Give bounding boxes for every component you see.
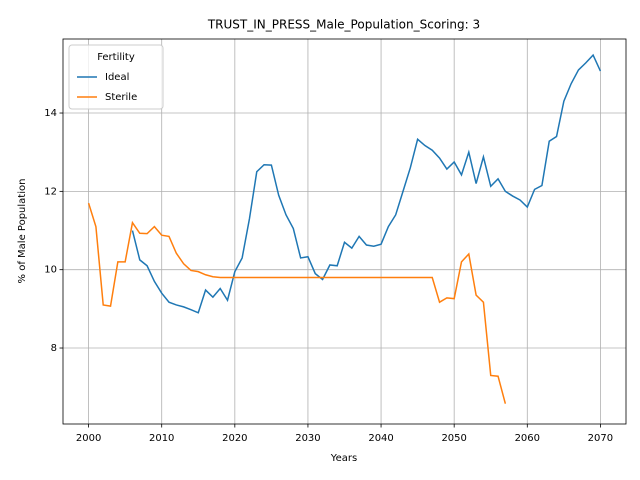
line — [131, 53, 602, 314]
y-tick-label: 12 — [44, 186, 57, 197]
x-tick-label: 2070 — [588, 433, 613, 444]
y-axis-label: % of Male Population — [17, 179, 28, 284]
legend-label: Ideal — [105, 72, 129, 83]
x-tick-label: 2000 — [76, 433, 101, 444]
x-axis-label: Years — [330, 453, 357, 464]
legend-box — [68, 44, 164, 110]
x-tick-label: 2010 — [149, 433, 174, 444]
x-tick-label: 2060 — [515, 433, 540, 444]
y-tick-label: 8 — [51, 343, 57, 354]
legend-title: Fertility — [97, 52, 135, 63]
chart-title: TRUST_IN_PRESS_Male_Population_Scoring: … — [207, 18, 480, 32]
x-tick-label: 2050 — [441, 433, 466, 444]
x-tick-label: 2040 — [368, 433, 393, 444]
x-tick-label: 2030 — [295, 433, 320, 444]
plot-frame — [62, 38, 627, 425]
y-tick-label: 10 — [44, 265, 57, 276]
x-tick-label: 2020 — [222, 433, 247, 444]
legend-label: Sterile — [105, 92, 137, 103]
line — [87, 202, 507, 404]
y-tick-label: 14 — [44, 108, 57, 119]
